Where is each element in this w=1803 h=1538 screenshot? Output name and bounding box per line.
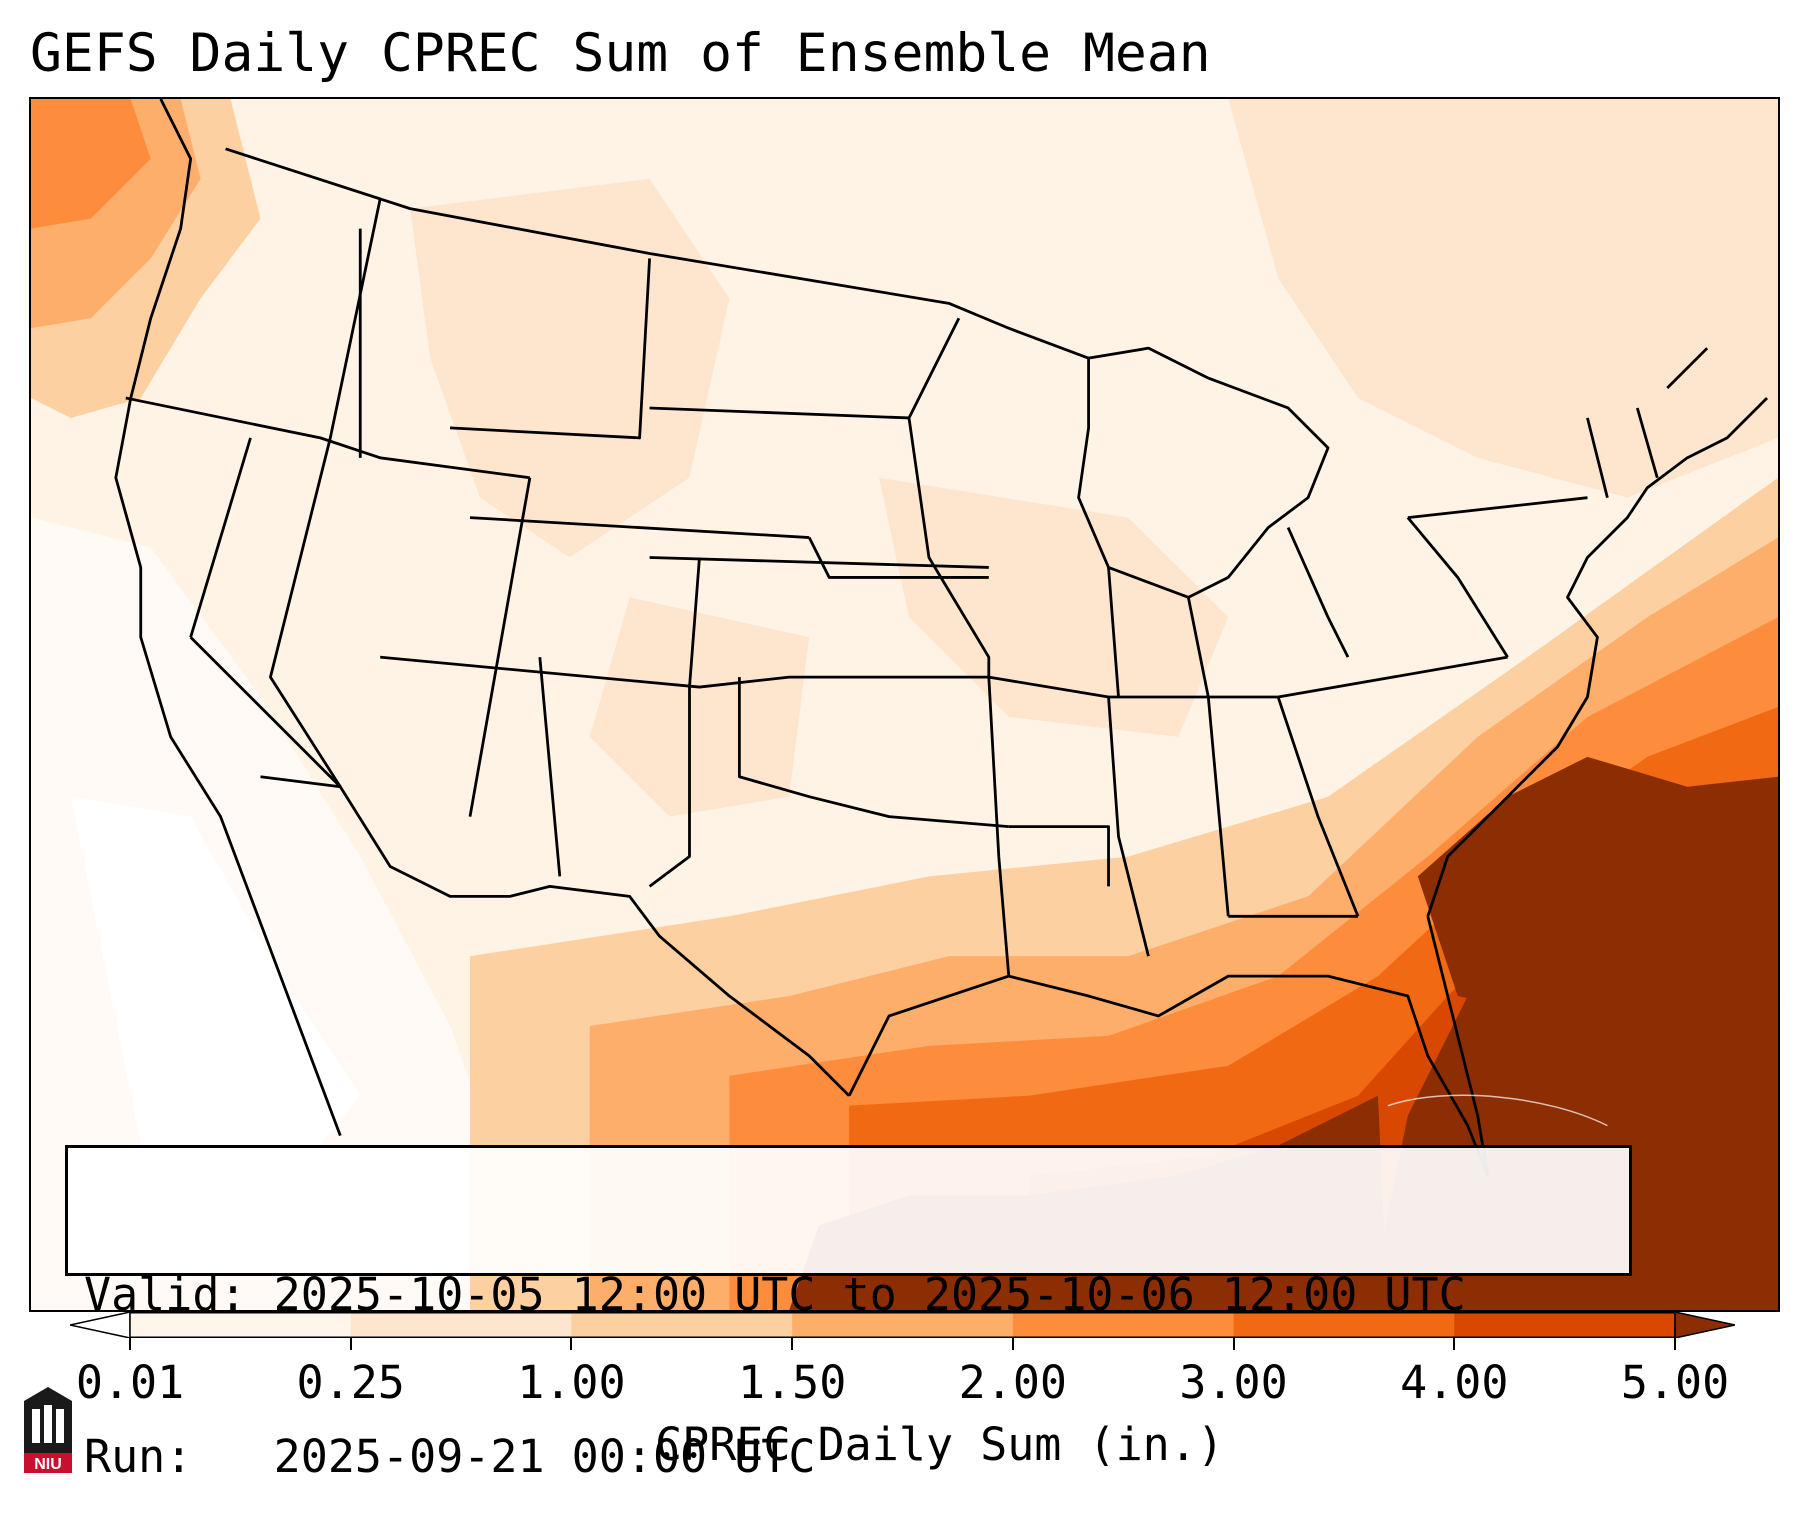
colorbar-segment [1233,1312,1455,1338]
colorbar-tick-mark [1011,1338,1014,1350]
colorbar-tick-label: 1.00 [517,1356,626,1409]
colorbar-tick-mark [129,1338,131,1350]
map-title: GEFS Daily CPREC Sum of Ensemble Mean [30,23,1211,84]
validity-info-box: Valid: 2025-10-05 12:00 UTC to 2025-10-0… [65,1145,1632,1483]
map-canvas [31,99,1778,1310]
niu-logo: NIU [24,1387,72,1473]
colorbar [70,1312,1735,1338]
colorbar-segment [1012,1312,1235,1338]
colorbar-tick-label: 2.00 [958,1356,1068,1409]
precipitation-shading [31,99,1778,1310]
colorbar-extend-high [1674,1312,1735,1338]
logo-text: NIU [34,1456,62,1473]
colorbar-tick-mark [570,1338,573,1350]
colorbar-tick-label: 1.50 [737,1356,847,1409]
colorbar-label: CPREC Daily Sum (in.) [655,1418,1224,1471]
run-time-text: Run: 2025-09-21 00:00 UTC [84,1430,816,1483]
precipitation-map [29,97,1780,1312]
colorbar-tick-label: 3.00 [1179,1356,1288,1409]
colorbar-tick-label: 5.00 [1620,1356,1730,1409]
colorbar-segment [350,1312,572,1338]
colorbar-segment [792,1312,1014,1338]
boundary-lines [114,99,1769,1177]
colorbar-segment [1454,1312,1676,1338]
colorbar-tick-mark [349,1338,352,1350]
colorbar-tick-label: 0.01 [75,1356,185,1409]
colorbar-extend-low [70,1312,131,1338]
colorbar-segment [571,1312,793,1338]
colorbar-tick-mark [1232,1338,1235,1350]
colorbar-tick-mark [1453,1338,1456,1350]
colorbar-segment [130,1312,352,1338]
colorbar-tick-label: 4.00 [1400,1356,1509,1409]
colorbar-tick-mark [791,1338,794,1350]
colorbar-tick-label: 0.25 [296,1356,405,1409]
colorbar-tick-mark [1674,1338,1676,1350]
